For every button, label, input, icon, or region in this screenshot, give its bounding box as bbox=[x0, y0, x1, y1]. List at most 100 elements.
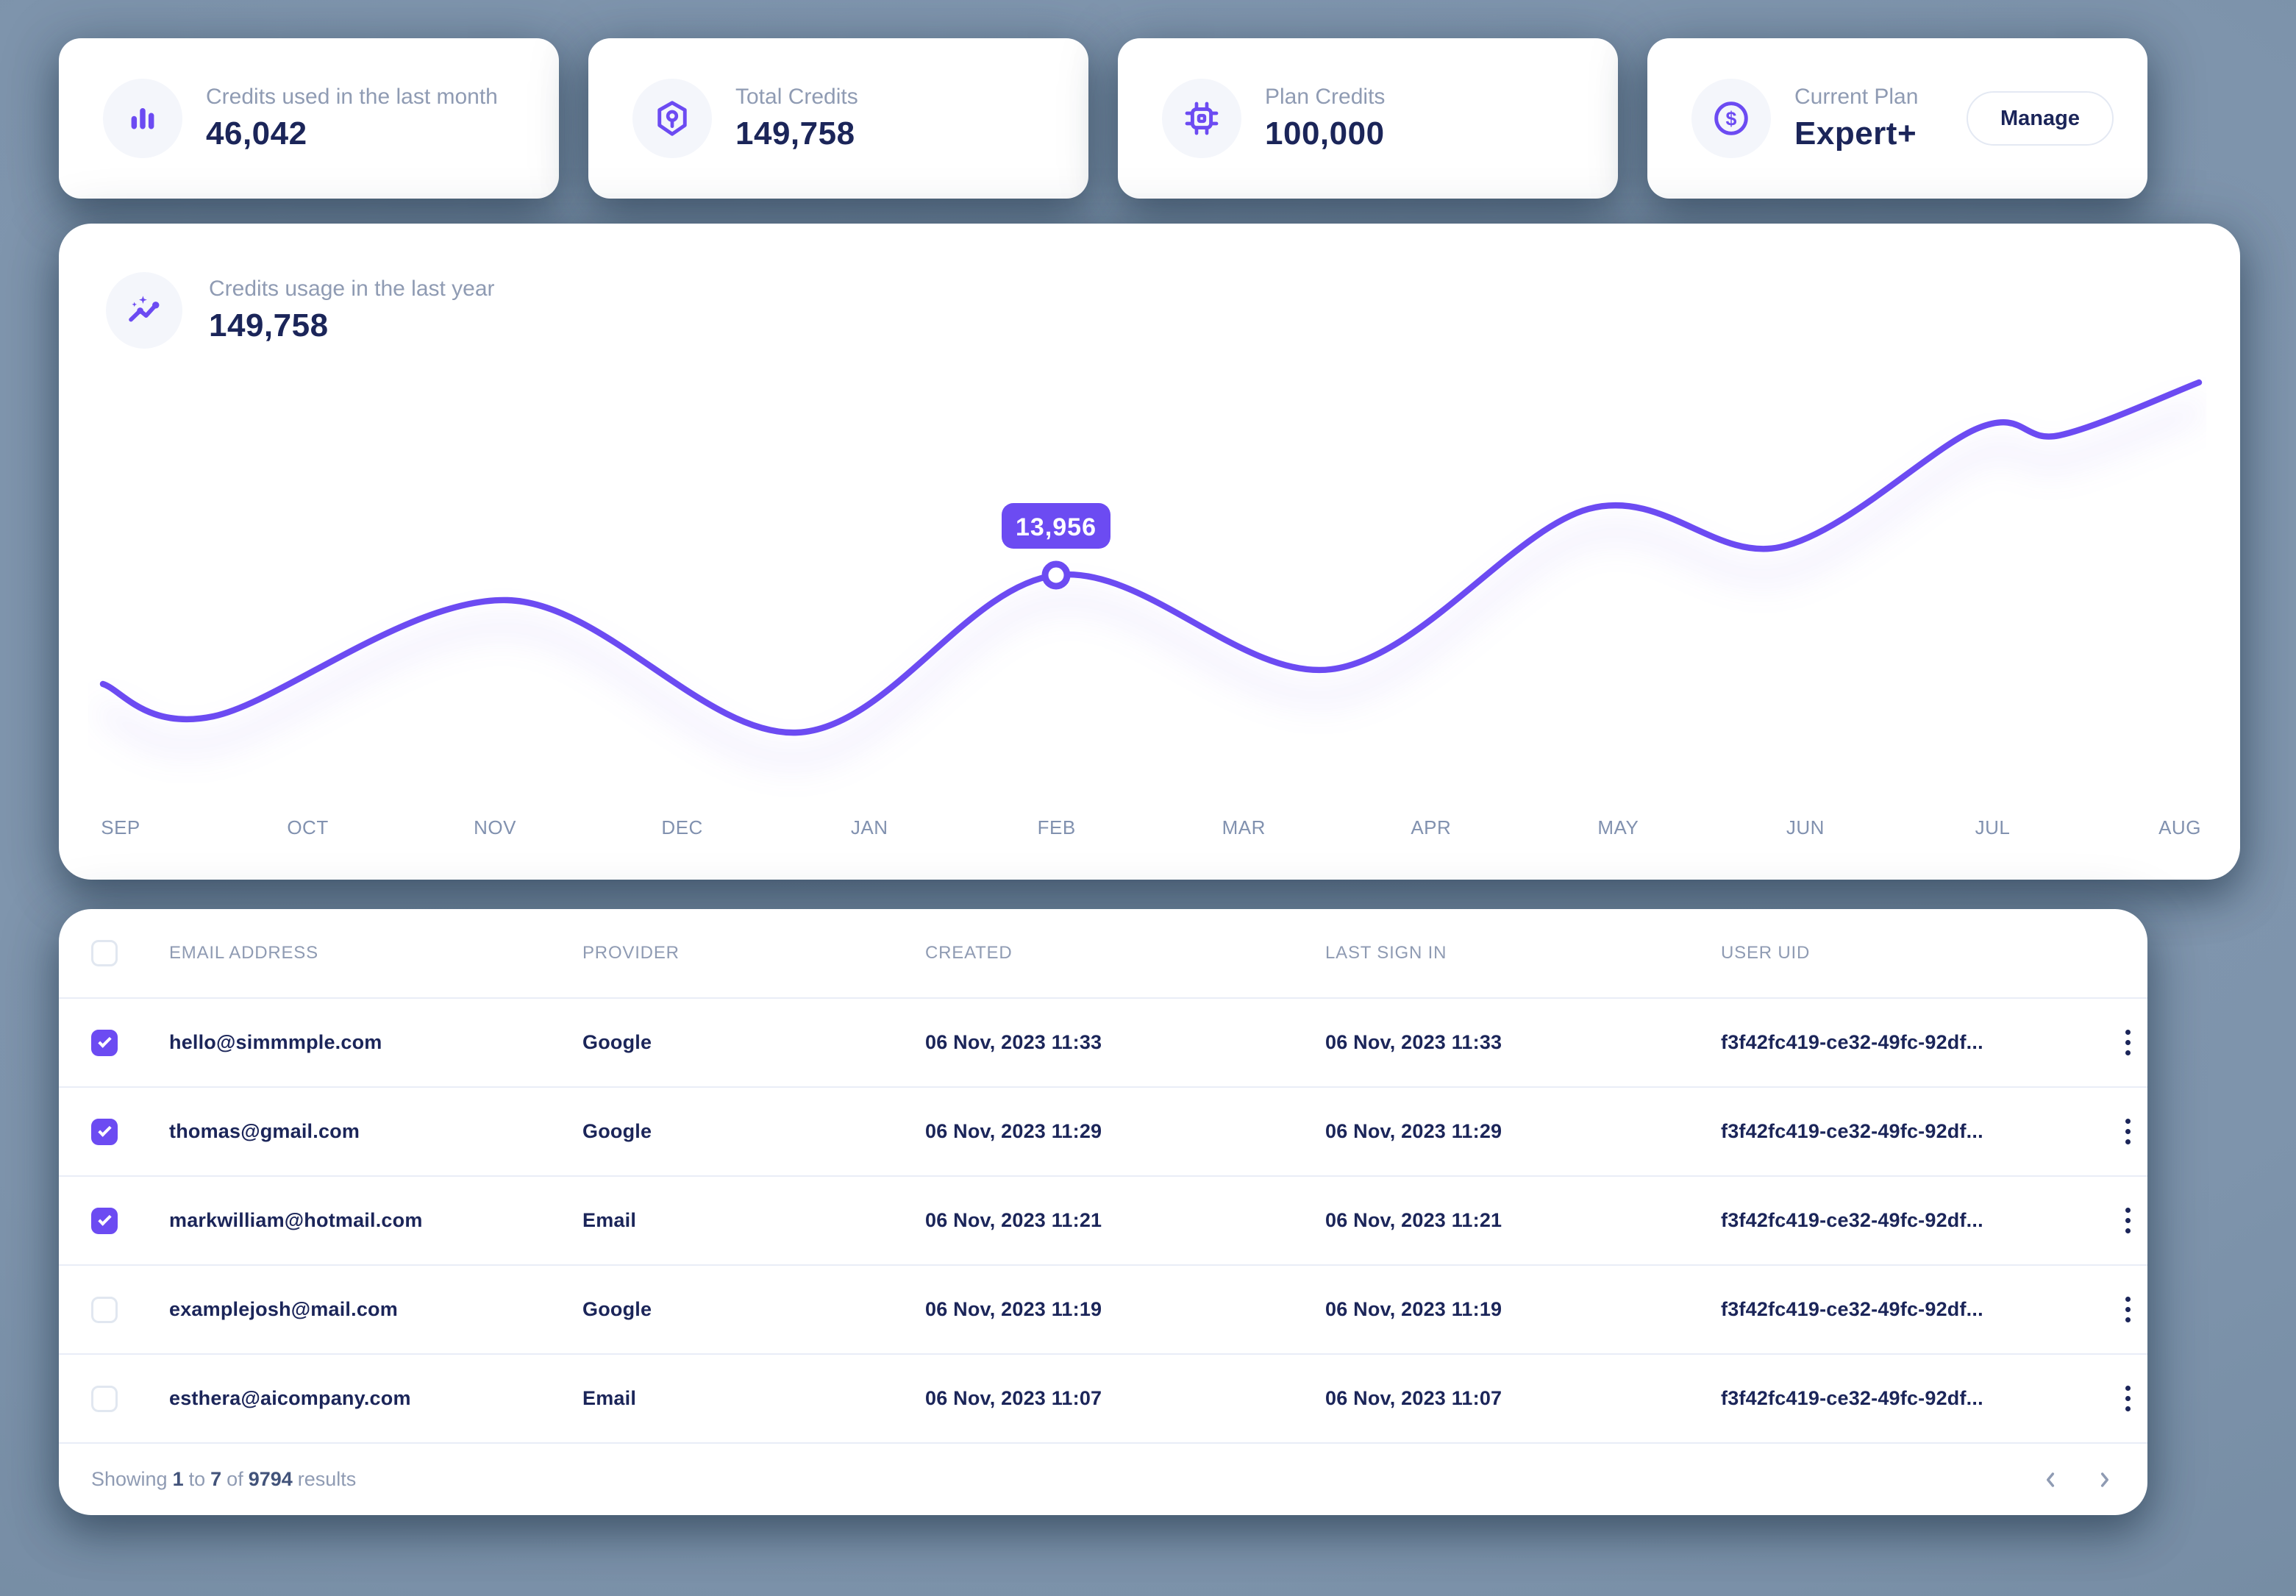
x-tick: JAN bbox=[850, 816, 888, 838]
summary-word: results bbox=[297, 1468, 357, 1490]
next-page-button[interactable] bbox=[2090, 1465, 2119, 1495]
column-header-created: CREATED bbox=[925, 943, 1013, 963]
cell-provider: Google bbox=[582, 1031, 652, 1053]
stat-card-total-credits: Total Credits 149,758 bbox=[588, 38, 1088, 199]
stat-text: Current Plan Expert+ bbox=[1794, 83, 1918, 154]
pagination bbox=[2036, 1465, 2119, 1495]
column-header-provider: PROVIDER bbox=[582, 943, 680, 963]
row-actions-menu-icon[interactable] bbox=[2121, 1381, 2135, 1416]
cell-last-sign-in: 06 Nov, 2023 11:29 bbox=[1325, 1120, 1502, 1142]
cell-email: thomas@gmail.com bbox=[169, 1120, 360, 1142]
row-actions-menu-icon[interactable] bbox=[2121, 1025, 2135, 1060]
summary-word: to bbox=[188, 1468, 206, 1490]
summary-word: of bbox=[227, 1468, 243, 1490]
row-checkbox[interactable] bbox=[91, 1296, 118, 1323]
x-tick: MAR bbox=[1222, 816, 1266, 838]
table-row: examplejosh@mail.com Google 06 Nov, 2023… bbox=[59, 1264, 2147, 1353]
stat-label: Current Plan bbox=[1794, 85, 1919, 109]
x-tick: NOV bbox=[474, 816, 516, 838]
x-tick: APR bbox=[1411, 816, 1452, 838]
cell-user-uid: f3f42fc419-ce32-49fc-92df... bbox=[1721, 1120, 1983, 1142]
row-checkbox[interactable] bbox=[91, 1385, 118, 1412]
summary-to: 7 bbox=[210, 1468, 222, 1490]
stat-text: Total Credits 149,758 bbox=[735, 83, 858, 154]
cell-created: 06 Nov, 2023 11:07 bbox=[925, 1387, 1102, 1409]
table-row: thomas@gmail.com Google 06 Nov, 2023 11:… bbox=[59, 1086, 2147, 1175]
users-table-card: EMAIL ADDRESS PROVIDER CREATED LAST SIGN… bbox=[59, 909, 2147, 1515]
x-tick: SEP bbox=[101, 816, 140, 838]
stat-text: Credits used in the last month 46,042 bbox=[206, 83, 498, 154]
cell-email: examplejosh@mail.com bbox=[169, 1298, 398, 1320]
previous-page-button[interactable] bbox=[2036, 1465, 2065, 1495]
row-actions-menu-icon[interactable] bbox=[2121, 1114, 2135, 1149]
cell-email: esthera@aicompany.com bbox=[169, 1387, 411, 1409]
chevron-left-icon bbox=[2046, 1472, 2055, 1487]
chart-title: Credits usage in the last year bbox=[209, 277, 495, 301]
column-header-user-uid: USER UID bbox=[1721, 943, 1811, 963]
row-checkbox[interactable] bbox=[91, 1029, 118, 1056]
cell-user-uid: f3f42fc419-ce32-49fc-92df... bbox=[1721, 1209, 1983, 1231]
select-all-checkbox[interactable] bbox=[91, 940, 118, 966]
cell-provider: Email bbox=[582, 1209, 637, 1231]
row-actions-menu-icon[interactable] bbox=[2121, 1203, 2135, 1238]
summary-from: 1 bbox=[172, 1468, 184, 1490]
x-tick: JUN bbox=[1786, 816, 1825, 838]
x-axis-month-labels: SEP OCT NOV DEC JAN FEB MAR APR MAY JUN … bbox=[101, 816, 2200, 841]
manage-plan-button[interactable]: Manage bbox=[1967, 91, 2114, 146]
chart-header: Credits usage in the last year 149,758 bbox=[106, 272, 495, 349]
cell-user-uid: f3f42fc419-ce32-49fc-92df... bbox=[1721, 1031, 1983, 1053]
chevron-right-icon bbox=[2100, 1472, 2109, 1487]
stat-label: Plan Credits bbox=[1265, 85, 1386, 109]
stat-text: Plan Credits 100,000 bbox=[1265, 83, 1385, 154]
chart-highlight-point[interactable] bbox=[1041, 560, 1071, 590]
cell-user-uid: f3f42fc419-ce32-49fc-92df... bbox=[1721, 1387, 1983, 1409]
stat-value: 100,000 bbox=[1265, 115, 1385, 152]
stat-label: Credits used in the last month bbox=[206, 85, 498, 109]
cell-last-sign-in: 06 Nov, 2023 11:19 bbox=[1325, 1298, 1502, 1320]
row-checkbox[interactable] bbox=[91, 1118, 118, 1145]
trend-sparkline-icon bbox=[129, 296, 160, 322]
row-actions-menu-icon[interactable] bbox=[2121, 1292, 2135, 1327]
results-summary: Showing 1 to 7 of 9794 results bbox=[91, 1468, 361, 1491]
chip-icon bbox=[1185, 101, 1219, 135]
stat-value: 149,758 bbox=[735, 115, 855, 152]
table-row: esthera@aicompany.com Email 06 Nov, 2023… bbox=[59, 1353, 2147, 1442]
credits-usage-chart-card: Credits usage in the last year 149,758 1… bbox=[59, 224, 2240, 880]
stat-icon-bubble bbox=[632, 79, 712, 158]
dollar-icon: $ bbox=[1714, 101, 1748, 135]
x-tick: OCT bbox=[287, 816, 329, 838]
x-tick: FEB bbox=[1037, 816, 1076, 838]
summary-total: 9794 bbox=[248, 1468, 293, 1490]
svg-text:$: $ bbox=[1726, 107, 1737, 129]
credits-usage-line-chart[interactable]: 13,956 bbox=[88, 353, 2206, 838]
x-tick: AUG bbox=[2158, 816, 2201, 838]
table-footer: Showing 1 to 7 of 9794 results bbox=[59, 1442, 2147, 1515]
cell-email: hello@simmmple.com bbox=[169, 1031, 382, 1053]
chart-total-value: 149,758 bbox=[209, 307, 329, 343]
cell-provider: Google bbox=[582, 1298, 652, 1320]
cube-icon bbox=[657, 101, 687, 136]
stat-card-credits-used: Credits used in the last month 46,042 bbox=[59, 38, 559, 199]
stat-icon-bubble: $ bbox=[1691, 79, 1771, 158]
stat-icon-bubble bbox=[1162, 79, 1241, 158]
row-checkbox[interactable] bbox=[91, 1207, 118, 1234]
stats-row: Credits used in the last month 46,042 To… bbox=[59, 38, 2147, 199]
cell-created: 06 Nov, 2023 11:19 bbox=[925, 1298, 1102, 1320]
stat-label: Total Credits bbox=[735, 85, 858, 109]
table-row: markwilliam@hotmail.com Email 06 Nov, 20… bbox=[59, 1175, 2147, 1264]
cell-user-uid: f3f42fc419-ce32-49fc-92df... bbox=[1721, 1298, 1983, 1320]
table-row: hello@simmmple.com Google 06 Nov, 2023 1… bbox=[59, 997, 2147, 1086]
x-tick: MAY bbox=[1597, 816, 1639, 838]
cell-last-sign-in: 06 Nov, 2023 11:33 bbox=[1325, 1031, 1502, 1053]
stat-value: 46,042 bbox=[206, 115, 307, 152]
cell-created: 06 Nov, 2023 11:33 bbox=[925, 1031, 1102, 1053]
bar-chart-icon bbox=[131, 108, 154, 129]
usage-line-path bbox=[99, 379, 2203, 736]
chart-head-text: Credits usage in the last year 149,758 bbox=[209, 275, 495, 346]
cell-last-sign-in: 06 Nov, 2023 11:21 bbox=[1325, 1209, 1502, 1231]
column-header-email: EMAIL ADDRESS bbox=[169, 943, 318, 963]
cell-created: 06 Nov, 2023 11:21 bbox=[925, 1209, 1102, 1231]
x-tick: DEC bbox=[661, 816, 703, 838]
chart-icon-bubble bbox=[106, 272, 182, 349]
stat-icon-bubble bbox=[103, 79, 182, 158]
